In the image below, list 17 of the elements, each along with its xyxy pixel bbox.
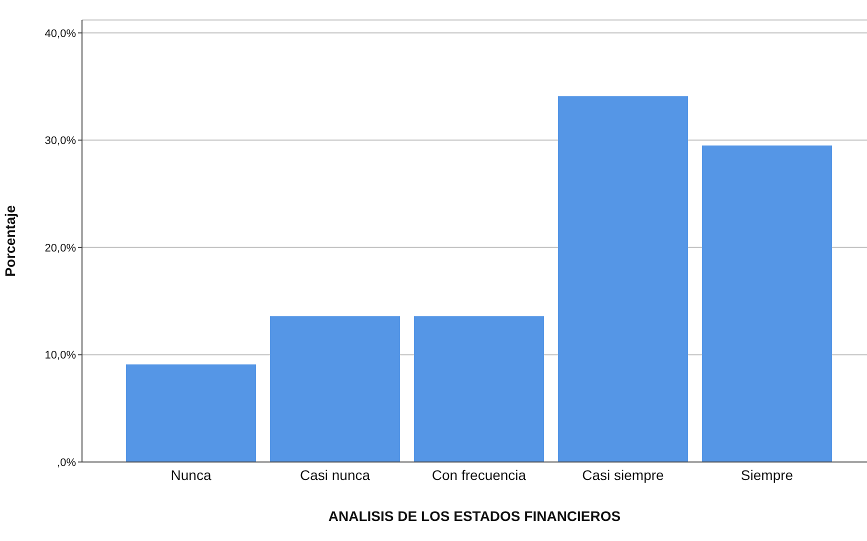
y-axis-title: Porcentaje [2,204,18,277]
bar [414,316,544,462]
y-tick-label: 30,0% [44,135,76,148]
x-tick-label: Casi siempre [582,466,664,483]
x-axis-title: ANALISIS DE LOS ESTADOS FINANCIEROS [328,508,621,524]
y-tick-label: 20,0% [44,242,76,254]
x-tick-label: Con frecuencia [432,466,526,483]
bar [702,146,832,462]
x-tick-label: Nunca [170,466,212,483]
x-tick-label: Casi nunca [300,466,370,483]
y-tick-label: 10,0% [44,350,76,362]
bar [270,316,400,462]
y-tick-label: ,0% [57,456,76,469]
bar [558,96,688,462]
bar [126,364,256,462]
y-tick-label: 40,0% [44,28,76,40]
x-tick-label: Siempre [740,466,794,483]
